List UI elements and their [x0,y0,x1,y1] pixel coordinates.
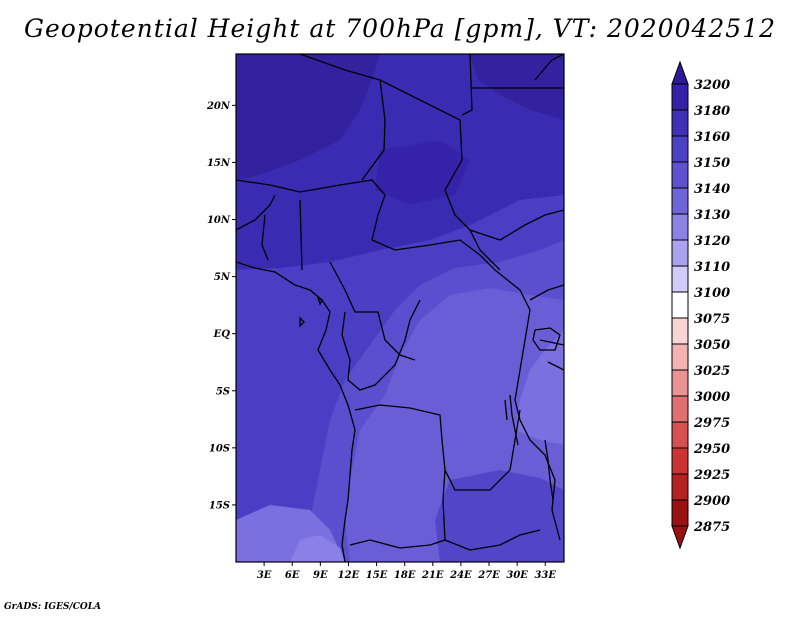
colorbar-label: 3110 [694,260,730,275]
lon-tick-label: 15E [366,570,388,581]
border-east-africa [514,309,561,541]
colorbar-swatch [671,499,689,527]
country-borders [236,54,564,562]
border-uganda-kenya [529,284,564,371]
colorbar-label: 3075 [694,312,730,327]
lat-tick-label: 5S [216,386,230,397]
colorbar: 3200 3180 3160 3150 3140 3130 3120 3110 3100 3075… [671,60,730,550]
lon-tick-label: 27E [477,570,500,581]
colorbar-label: 3130 [694,208,730,223]
colorbar-swatch [671,317,689,345]
border-ethiopia [469,209,564,241]
colorbar-swatch [671,213,689,241]
lon-tick-label: 9E [313,570,328,581]
colorbar-swatch [671,109,689,137]
lat-tick-label: 15N [207,158,231,169]
field-mid-southeast [435,470,564,562]
field-lowest-southwest [290,535,345,562]
border-north-2 [299,54,386,181]
field-very-high-northwest [236,54,380,180]
colorbar-label: 3050 [694,338,730,353]
lake-victoria [532,327,561,351]
red-sea-coast [534,54,564,81]
field-lower-east [515,330,564,445]
colorbar-label: 3150 [694,156,730,171]
lat-tick-label: 15S [209,500,230,511]
lon-tick-label: 18E [394,570,416,581]
colorbar-swatch [671,473,689,501]
border-west-africa [236,194,303,271]
footer-credit: GrADS: IGES/COLA [4,602,102,612]
border-angola-zambia [349,469,446,549]
page-title: Geopotential Height at 700hPa [gpm], VT:… [23,14,777,43]
border-chad [379,79,501,271]
border-sudan [461,54,564,116]
colorbar-swatch [671,291,689,319]
border-car [371,239,531,311]
lon-tick-label: 6E [285,570,300,581]
longitude-axis: 3E 6E 9E 12E 15E 18E 21E 24E 27E 30E 33E [257,562,556,581]
colorbar-swatch [671,161,689,189]
latitude-axis: 20N 15N 10N 5N EQ 5S 10S 15S [206,101,236,511]
colorbar-label: 2925 [693,468,730,483]
lon-tick-label: 3E [257,570,272,581]
colorbar-label: 3000 [694,390,730,405]
coastline-gulf-of-guinea [236,261,356,562]
colorbar-label: 2875 [693,520,730,535]
border-cameroon [329,261,416,361]
lat-tick-label: 10S [209,443,230,454]
lake-malawi [544,439,554,501]
map-panel [236,54,564,562]
border-zambia-south [444,529,541,551]
lake-tanganyika [504,394,519,446]
border-congo [341,299,421,391]
islands-gulf [299,296,323,328]
map-frame [235,53,565,563]
colorbar-swatch [671,135,689,163]
colorbar-swatch [671,447,689,475]
colorbar-swatch [671,239,689,267]
colorbar-swatch [671,265,689,293]
lat-tick-label: 5N [214,272,231,283]
colorbar-label: 2900 [693,494,730,509]
field-west-ocean [236,268,330,432]
colorbar-label: 3180 [694,104,730,119]
colorbar-bottom-arrow [671,525,689,550]
lat-tick-label: 10N [207,215,231,226]
colorbar-label: 3025 [694,364,730,379]
colorbar-top-arrow [671,60,689,85]
lon-tick-label: 33E [534,570,556,581]
colorbar-swatch [671,395,689,423]
border-north-1 [236,179,386,241]
colorbar-label: 3100 [694,286,730,301]
lon-tick-label: 30E [506,570,528,581]
colorbar-label: 2950 [693,442,730,457]
lat-tick-label: 20N [206,101,231,112]
lon-tick-label: 12E [338,570,360,581]
colorbar-label: 3120 [694,234,730,249]
colorbar-swatch [671,369,689,397]
lon-tick-label: 24E [449,570,472,581]
colorbar-swatch [671,343,689,371]
colorbar-swatch [671,421,689,449]
colorbar-label: 2975 [693,416,730,431]
lon-tick-label: 21E [421,570,444,581]
colorbar-swatch [671,187,689,215]
field-very-high-northeast [470,54,564,120]
lat-tick-label: EQ [213,329,231,340]
colorbar-swatch [671,83,689,111]
colorbar-label: 3200 [694,78,730,93]
colorbar-label: 3140 [694,182,730,197]
colorbar-label: 3160 [694,130,730,145]
